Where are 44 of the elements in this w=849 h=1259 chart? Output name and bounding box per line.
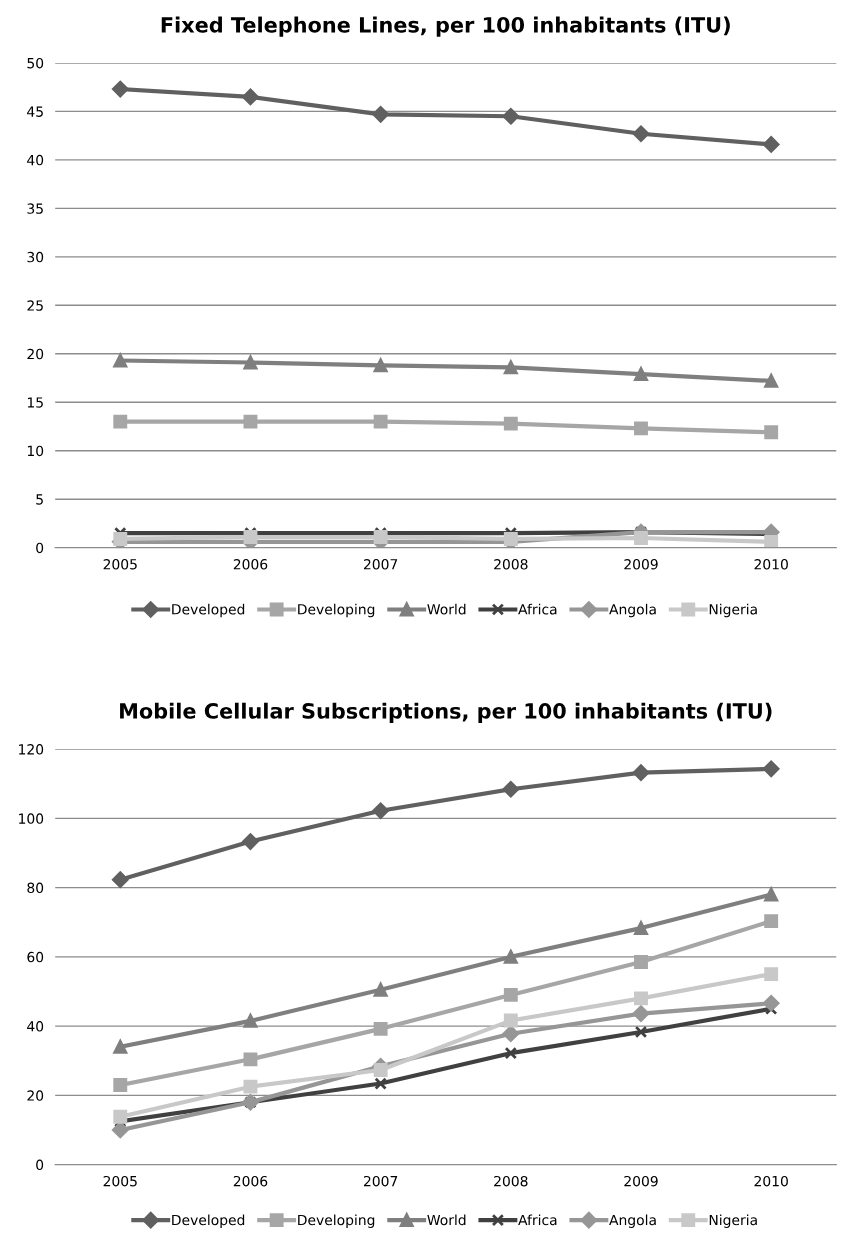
- x-tick-label: 2005: [103, 559, 137, 570]
- y-tick-label: 35: [27, 203, 43, 214]
- legend-label: Africa: [518, 603, 557, 615]
- legend-label: Angola: [609, 603, 656, 618]
- x-tick-label: 2006: [233, 1175, 268, 1187]
- x-tick-label: 2005: [103, 1175, 137, 1187]
- y-tick-label: 25: [27, 300, 43, 311]
- x-tick-label: 2010: [754, 1175, 788, 1187]
- x-tick-label: 2007: [363, 1175, 398, 1187]
- x-tick-label: 2007: [363, 559, 398, 570]
- x-tick-label: 2008: [494, 1175, 528, 1187]
- y-tick-label: 10: [27, 445, 44, 457]
- x-tick-label: 2010: [754, 559, 788, 570]
- legend-label: Nigeria: [709, 1214, 757, 1228]
- x-tick-label: 2006: [233, 559, 268, 570]
- y-tick-label: 15: [27, 397, 43, 408]
- x-tick-label: 2009: [624, 559, 658, 570]
- legend-label: Africa: [518, 1214, 557, 1226]
- y-tick-label: 5: [36, 494, 43, 505]
- y-tick-label: 0: [36, 1159, 44, 1171]
- y-tick-label: 60: [27, 951, 44, 963]
- chart-title: Fixed Telephone Lines, per 100 inhabitants (ITU): [161, 16, 730, 37]
- legend-label: Developing: [298, 1214, 375, 1228]
- x-tick-label: 2008: [494, 559, 528, 570]
- y-tick-label: 120: [19, 744, 44, 755]
- y-tick-label: 30: [27, 251, 44, 263]
- y-tick-label: 40: [27, 1021, 44, 1032]
- legend-label: World: [427, 603, 466, 615]
- legend-label: Nigeria: [709, 603, 757, 618]
- x-tick-label: 2009: [624, 1175, 658, 1187]
- y-tick-label: 20: [27, 1090, 44, 1101]
- legend-label: Developed: [172, 603, 245, 618]
- y-tick-label: 45: [27, 106, 43, 117]
- legend-label: World: [427, 1214, 466, 1226]
- chart-title: Mobile Cellular Subscriptions, per 100 inhabitants (ITU): [120, 702, 772, 723]
- y-tick-label: 80: [27, 882, 44, 894]
- y-tick-label: 0: [36, 542, 44, 554]
- y-tick-label: 20: [27, 348, 44, 360]
- legend-label: Developing: [298, 603, 375, 618]
- y-tick-label: 100: [19, 813, 44, 824]
- y-tick-label: 40: [27, 154, 44, 166]
- legend-label: Angola: [609, 1214, 656, 1228]
- legend-label: Developed: [172, 1214, 245, 1228]
- y-tick-label: 50: [27, 57, 44, 69]
